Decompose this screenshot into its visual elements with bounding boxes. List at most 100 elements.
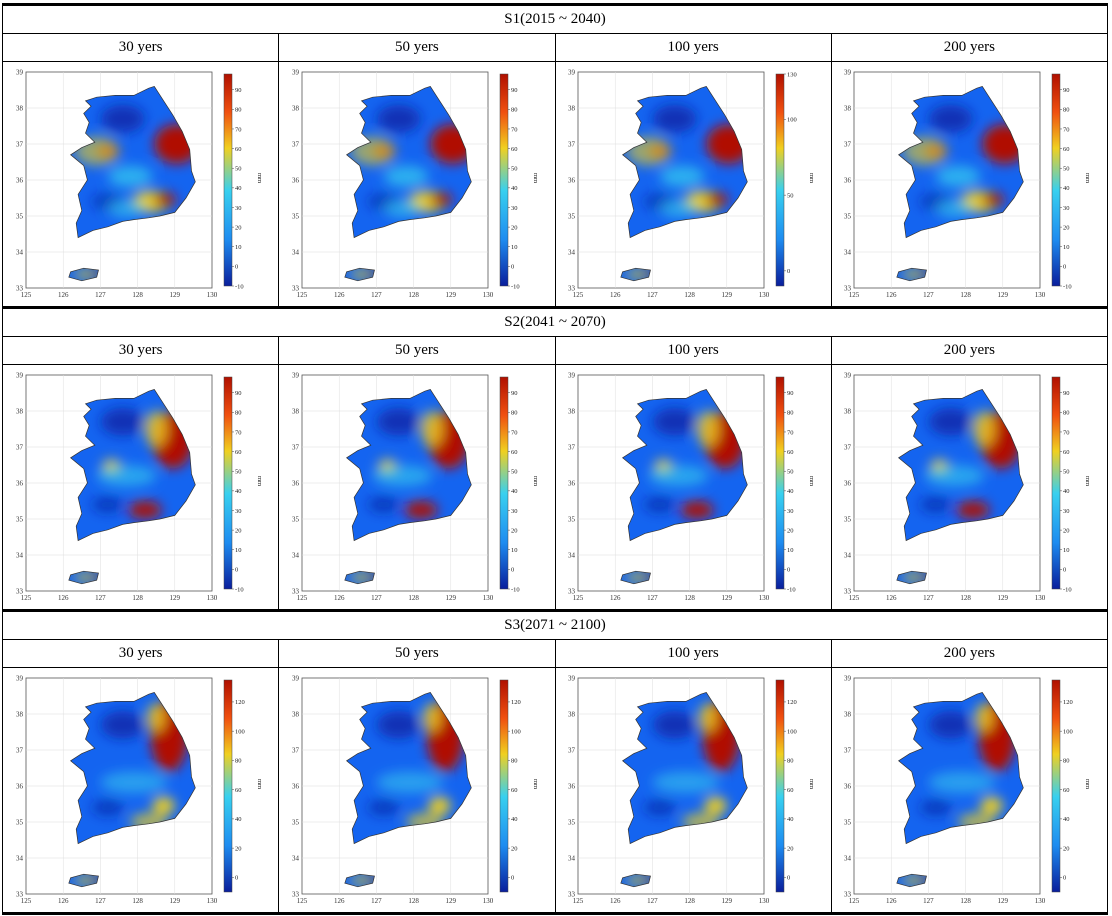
y-tick-label: 39 [568,69,576,77]
rainfall-hotspot [107,165,153,188]
colorbar [223,73,232,287]
y-tick-label: 38 [844,711,852,719]
x-tick-label: 126 [334,291,345,299]
x-tick-label: 130 [1035,594,1046,602]
x-tick-label: 129 [998,291,1009,299]
y-tick-label: 37 [844,747,852,755]
y-tick-label: 35 [16,516,24,524]
colorbar-tick-label: 50 [1063,469,1070,476]
x-tick-label: 126 [58,897,69,905]
rainfall-hotspot [982,192,1006,207]
unit-label: mm [256,173,263,183]
colorbar-tick-label: 40 [235,185,242,192]
y-tick-label: 37 [568,747,576,755]
colorbar [1052,73,1061,287]
unit-label: mm [256,779,263,789]
colorbar [1052,376,1061,590]
map-cell: 125 126 127 128 129 130 39 38 37 36 35 34 33 120 100 80… [830,667,1109,915]
y-tick-label: 38 [292,711,300,719]
x-tick-label: 126 [610,291,621,299]
colorbar-tick-label: 50 [511,166,518,173]
x-tick-label: 129 [445,594,456,602]
colorbar-tick-label: 10 [235,547,242,554]
colorbar-tick-label: -10 [1063,283,1072,290]
colorbar-tick-label: 100 [787,728,797,735]
colorbar [223,679,232,893]
scenario-title: S3(2071 ~ 2100) [2,609,1108,640]
colorbar-tick-label: 100 [235,728,245,735]
colorbar-tick-label: 80 [787,410,794,417]
x-tick-label: 130 [206,291,217,299]
colorbar-tick-label: 50 [787,469,794,476]
x-tick-label: 129 [722,291,733,299]
x-tick-label: 128 [961,291,972,299]
x-tick-label: 127 [647,594,658,602]
colorbar-tick-label: 90 [787,390,794,397]
y-tick-label: 35 [568,516,576,524]
colorbar-tick-label: 30 [787,508,794,515]
colorbar-tick-label: 0 [511,567,514,574]
colorbar [223,376,232,590]
colorbar-tick-label: 50 [235,469,242,476]
unit-label: mm [1084,173,1091,183]
y-tick-label: 33 [292,891,300,899]
y-tick-label: 37 [16,747,24,755]
y-tick-label: 33 [292,588,300,596]
rainfall-hotspot [704,796,727,815]
colorbar-tick-label: 30 [511,508,518,515]
x-tick-label: 130 [483,897,494,905]
y-tick-label: 36 [568,177,576,185]
x-tick-label: 129 [998,594,1009,602]
y-tick-label: 33 [16,588,24,596]
rainfall-map: 125 126 127 128 129 130 39 38 37 36 35 34 33 120 100 80… [292,675,539,906]
x-tick-label: 127 [371,897,382,905]
y-tick-label: 37 [16,141,24,149]
y-tick-label: 34 [292,552,300,560]
colorbar-tick-label: 80 [511,410,518,417]
y-tick-label: 36 [16,783,24,791]
x-tick-label: 125 [573,291,584,299]
rainfall-hotspot [428,796,451,815]
map-cell: 125 126 127 128 129 130 39 38 37 36 35 34 33 120 100 80… [1,667,280,915]
colorbar-tick-label: 70 [235,429,242,436]
rainfall-hotspot [100,771,167,794]
colorbar-tick-label: 20 [787,527,794,534]
colorbar-tick-label: 30 [235,508,242,515]
map-cell: 125 126 127 128 129 130 39 38 37 36 35 34 33 130 100 50… [554,61,832,308]
y-tick-label: 35 [16,213,24,221]
rainfall-hotspot [956,501,991,519]
colorbar-tick-label: 60 [1063,146,1070,153]
colorbar-tick-label: 70 [787,429,794,436]
x-tick-label: 127 [924,291,935,299]
rainfall-map: 125 126 127 128 129 130 39 38 37 36 35 34 33 90 80 70 60… [16,69,263,300]
rainfall-hotspot [648,465,709,487]
unit-label: mm [1084,476,1091,486]
y-tick-label: 33 [16,891,24,899]
colorbar-tick-label: 50 [235,166,242,173]
colorbar-tick-label: 40 [787,816,794,823]
colorbar-tick-label: 60 [1063,787,1070,794]
y-tick-label: 34 [568,249,576,257]
colorbar-tick-label: 80 [235,410,242,417]
x-tick-label: 130 [759,291,770,299]
colorbar-tick-label: 60 [235,787,242,794]
colorbar [499,679,509,893]
y-tick-label: 36 [568,480,576,488]
rainfall-hotspot [372,465,433,487]
y-tick-label: 37 [292,444,300,452]
rainfall-hotspot [153,192,177,207]
x-tick-label: 127 [95,594,106,602]
colorbar-tick-label: 20 [511,527,518,534]
colorbar-tick-label: 40 [787,488,794,495]
x-tick-label: 128 [961,897,972,905]
colorbar-tick-label: 30 [1063,508,1070,515]
colorbar-tick-label: 20 [1063,224,1070,231]
y-tick-label: 33 [568,285,576,293]
x-tick-label: 125 [297,897,308,905]
unit-label: mm [808,476,815,486]
y-tick-label: 39 [292,372,300,380]
return-period-header: 200 yers [830,639,1109,668]
y-tick-label: 34 [16,249,24,257]
y-tick-label: 38 [16,408,24,416]
y-tick-label: 33 [568,588,576,596]
